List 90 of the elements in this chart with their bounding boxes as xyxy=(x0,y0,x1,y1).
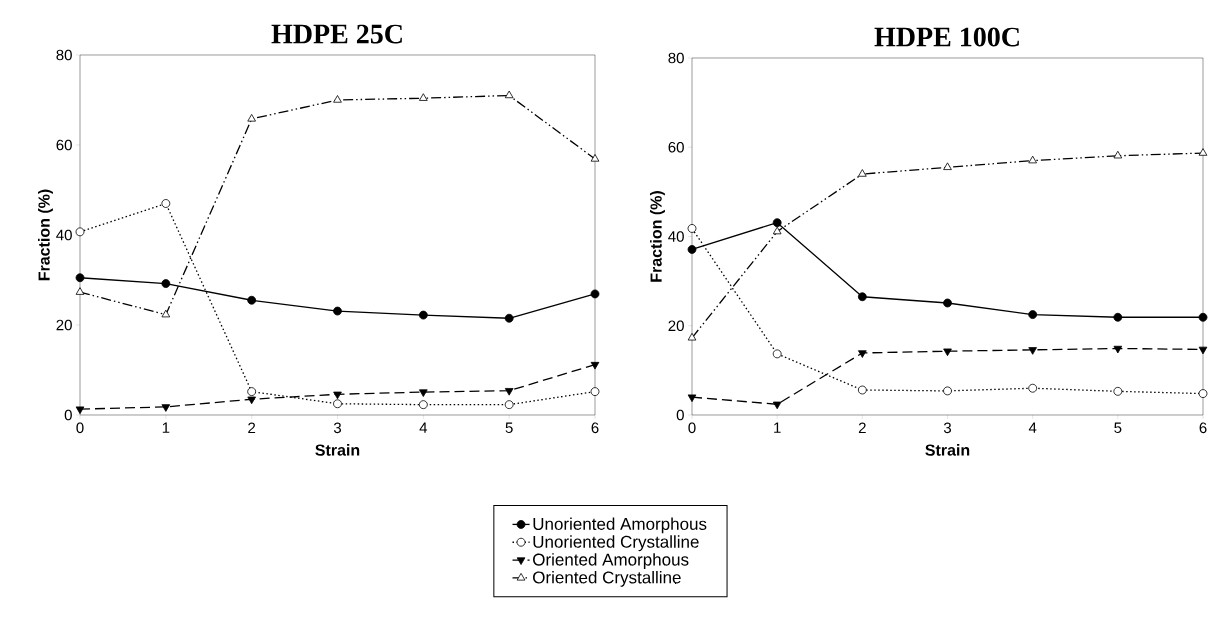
x-tick-label: 5 xyxy=(505,422,513,433)
point xyxy=(75,273,85,283)
point xyxy=(75,227,85,237)
point xyxy=(1113,345,1123,354)
point xyxy=(1198,389,1208,398)
point xyxy=(504,388,514,396)
point xyxy=(943,298,952,308)
point xyxy=(418,400,428,410)
point xyxy=(333,391,342,400)
x-tick-label: 3 xyxy=(333,422,342,434)
point xyxy=(943,162,952,170)
point xyxy=(161,199,171,208)
x-tick-label: 3 xyxy=(943,422,952,434)
point xyxy=(858,350,867,358)
x-tick-label: 1 xyxy=(774,422,781,433)
y-tick-label: 40 xyxy=(668,231,684,242)
point xyxy=(247,295,257,305)
point xyxy=(418,310,428,320)
point xyxy=(590,387,600,396)
point xyxy=(590,361,600,370)
legend-label: Oriented Amorphous xyxy=(533,553,689,569)
legend-label: Unoriented Amorphous xyxy=(533,517,707,534)
y-axis-title: Fraction (%) xyxy=(38,189,53,281)
point xyxy=(75,406,85,415)
point xyxy=(1028,347,1037,355)
point xyxy=(333,306,342,316)
point xyxy=(333,95,342,103)
chart-title: HDPE 100C xyxy=(874,27,1019,47)
point xyxy=(504,313,514,323)
y-axis-title: Fraction (%) xyxy=(650,191,665,282)
chart-title: HDPE 25C xyxy=(271,24,402,44)
point xyxy=(772,349,782,359)
point xyxy=(504,90,514,99)
y-tick-label: 20 xyxy=(668,320,684,332)
point xyxy=(247,396,256,405)
y-tick-label: 0 xyxy=(676,409,684,421)
point xyxy=(1028,310,1038,319)
y-tick-label: 60 xyxy=(56,139,72,151)
point xyxy=(1198,148,1208,156)
point xyxy=(857,292,867,302)
point xyxy=(333,399,342,409)
point xyxy=(419,389,428,397)
point xyxy=(161,309,171,318)
point xyxy=(590,154,600,162)
x-tick-label: 6 xyxy=(591,422,599,434)
x-tick-label: 0 xyxy=(76,422,84,434)
y-tick-label: 0 xyxy=(64,409,72,421)
point xyxy=(247,387,257,396)
y-tick-label: 40 xyxy=(56,229,72,241)
point xyxy=(943,386,952,396)
point xyxy=(687,224,697,233)
y-tick-label: 60 xyxy=(668,141,684,153)
point xyxy=(1198,312,1208,322)
y-tick-label: 80 xyxy=(56,49,72,61)
point xyxy=(772,401,782,410)
point xyxy=(1028,383,1038,393)
x-tick-label: 2 xyxy=(858,422,866,434)
point xyxy=(161,404,171,412)
point xyxy=(1028,155,1037,164)
x-tick-label: 5 xyxy=(1114,422,1122,433)
legend-label: Unoriented Crystalline xyxy=(533,535,699,552)
point xyxy=(858,169,867,177)
x-axis-title: Strain xyxy=(925,444,970,456)
legend-label: Oriented Crystalline xyxy=(533,570,681,587)
point xyxy=(1113,386,1123,396)
y-tick-label: 80 xyxy=(668,52,684,64)
point xyxy=(75,287,85,295)
x-tick-label: 0 xyxy=(688,422,696,434)
point xyxy=(687,245,697,254)
x-tick-label: 2 xyxy=(248,422,256,434)
x-tick-label: 4 xyxy=(1028,422,1037,433)
point xyxy=(943,348,952,357)
x-tick-label: 6 xyxy=(1199,422,1207,434)
point xyxy=(772,226,782,235)
x-tick-label: 4 xyxy=(419,422,428,433)
point xyxy=(247,114,256,122)
point xyxy=(1113,150,1123,159)
x-axis-title: Strain xyxy=(315,444,360,456)
x-tick-label: 1 xyxy=(162,422,170,433)
point xyxy=(687,394,697,403)
point xyxy=(857,385,867,395)
point xyxy=(161,279,171,288)
y-tick-label: 20 xyxy=(56,319,72,331)
point xyxy=(590,289,600,299)
point xyxy=(504,400,514,410)
point xyxy=(1113,312,1123,322)
point xyxy=(772,218,782,228)
point xyxy=(687,332,697,341)
point xyxy=(419,93,428,101)
point xyxy=(1198,346,1208,355)
